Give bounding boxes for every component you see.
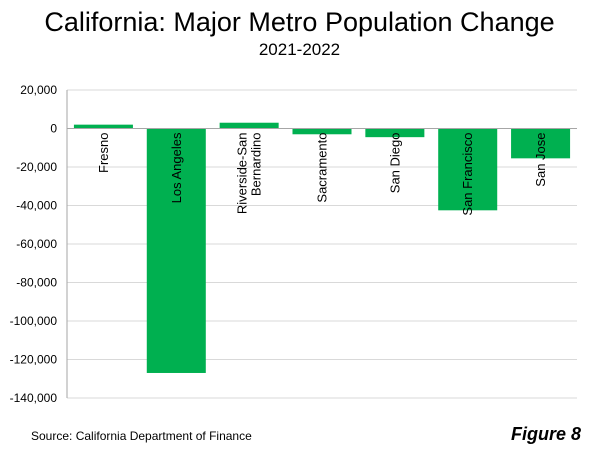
y-tick-label: -100,000 bbox=[10, 314, 58, 328]
category-label: San Francisco bbox=[460, 133, 475, 216]
bar bbox=[73, 124, 133, 129]
category-label: Sacramento bbox=[315, 133, 330, 203]
category-label: San Jose bbox=[533, 133, 548, 187]
y-tick-label: -60,000 bbox=[16, 237, 57, 251]
category-label-line: Riverside-San bbox=[235, 133, 250, 215]
category-label-line: Los Angeles bbox=[169, 132, 184, 203]
bar bbox=[146, 128, 206, 373]
category-label: Los Angeles bbox=[169, 132, 184, 203]
y-tick-label: 0 bbox=[50, 122, 57, 136]
bar bbox=[365, 128, 425, 138]
category-label-line: San Diego bbox=[387, 133, 402, 194]
y-tick-label: -40,000 bbox=[16, 199, 57, 213]
category-label-line: San Jose bbox=[533, 133, 548, 187]
category-label-line: San Francisco bbox=[460, 133, 475, 216]
bar bbox=[219, 122, 279, 129]
y-tick-label: 20,000 bbox=[20, 83, 57, 97]
category-label: Fresno bbox=[96, 133, 111, 173]
category-label: San Diego bbox=[387, 133, 402, 194]
category-label-line: Sacramento bbox=[315, 133, 330, 203]
chart-title: California: Major Metro Population Chang… bbox=[44, 7, 555, 37]
y-tick-label: -140,000 bbox=[10, 391, 58, 405]
bar bbox=[292, 128, 352, 135]
figure-label: Figure 8 bbox=[510, 424, 581, 444]
bar bbox=[511, 128, 571, 159]
y-tick-label: -20,000 bbox=[16, 160, 57, 174]
category-label: Riverside-San Bernardino bbox=[235, 133, 264, 215]
category-label-line: Bernardino bbox=[249, 133, 264, 197]
bar bbox=[438, 128, 498, 211]
category-label-line: Fresno bbox=[96, 133, 111, 173]
source-note: Source: California Department of Finance bbox=[31, 429, 252, 443]
y-tick-label: -120,000 bbox=[10, 353, 58, 367]
chart-subtitle: 2021-2022 bbox=[258, 40, 341, 59]
y-tick-label: -80,000 bbox=[16, 276, 57, 290]
